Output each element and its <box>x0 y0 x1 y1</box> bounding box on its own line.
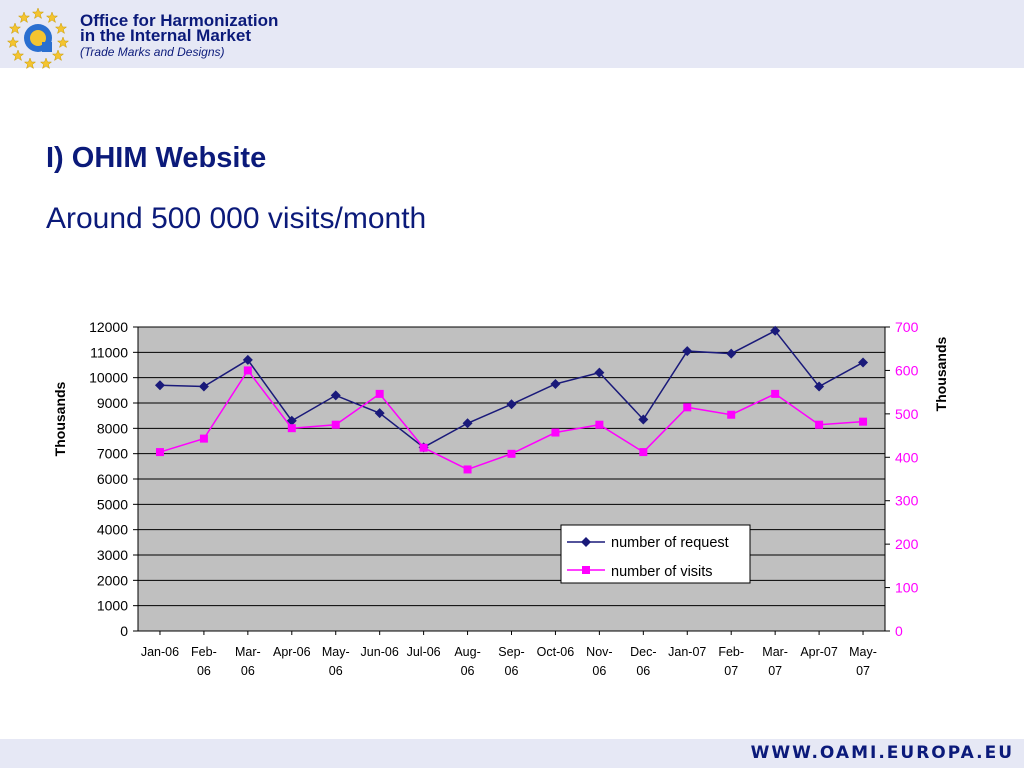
left-axis-title: Thousands <box>52 381 68 456</box>
legend-box <box>560 524 751 584</box>
request-point <box>594 367 605 378</box>
visit-point <box>331 420 340 429</box>
visit-point <box>859 417 868 426</box>
left-tick-label: 11000 <box>90 344 128 360</box>
request-point <box>242 354 253 365</box>
right-tick-label: 200 <box>895 536 919 552</box>
line-chart: 0100020003000400050006000700080009000100… <box>52 319 949 678</box>
x-tick-label: Mar-07 <box>762 645 788 678</box>
left-tick-label: 1000 <box>97 598 128 614</box>
footer-url: WWW.OAMI.EUROPA.EU <box>750 743 1014 763</box>
visit-point <box>243 366 252 375</box>
visit-point <box>199 434 208 443</box>
request-point <box>726 348 737 359</box>
right-tick-label: 300 <box>895 493 919 509</box>
visit-point <box>595 420 604 429</box>
visit-point <box>815 420 824 429</box>
x-tick-label: Apr-07 <box>800 645 838 659</box>
left-tick-label: 10000 <box>89 370 128 386</box>
org-name-line1: Office for Harmonization <box>80 11 279 30</box>
visit-point <box>771 389 780 398</box>
left-tick-label: 4000 <box>97 522 128 538</box>
request-point <box>198 381 209 392</box>
x-tick-label: Aug-06 <box>454 645 480 678</box>
left-tick-label: 5000 <box>97 496 128 512</box>
left-tick-label: 12000 <box>89 319 128 335</box>
slide-title: I) OHIM Website <box>46 142 267 174</box>
request-point <box>814 381 825 392</box>
footer-bar: WWW.OAMI.EUROPA.EU <box>0 739 1024 768</box>
x-tick-label: Dec-06 <box>630 645 656 678</box>
request-point <box>858 357 869 368</box>
left-tick-label: 8000 <box>97 420 128 436</box>
ohim-logo-icon <box>6 7 70 70</box>
visit-point <box>727 410 736 419</box>
x-tick-label: Jul-06 <box>407 645 441 659</box>
left-tick-label: 3000 <box>97 547 128 563</box>
org-name-line2: in the Internal Market <box>80 26 251 45</box>
x-tick-label: Mar-06 <box>235 645 261 678</box>
x-tick-label: Oct-06 <box>537 645 575 659</box>
request-point <box>462 418 473 429</box>
visit-point <box>507 449 516 458</box>
request-point <box>770 325 781 336</box>
left-tick-label: 6000 <box>97 471 128 487</box>
visit-point <box>375 389 384 398</box>
legend-swatch-marker <box>582 566 590 574</box>
x-tick-label: Nov-06 <box>586 645 612 678</box>
org-subtitle: (Trade Marks and Designs) <box>80 45 225 59</box>
x-tick-label: Sep-06 <box>498 645 524 678</box>
left-tick-label: 2000 <box>97 572 128 588</box>
right-axis-title: Thousands <box>933 336 949 411</box>
right-tick-label: 700 <box>895 319 919 335</box>
slide-subtitle: Around 500 000 visits/month <box>46 202 427 235</box>
legend-label: number of visits <box>611 564 713 580</box>
star-ring <box>6 7 70 70</box>
visit-point <box>683 403 692 412</box>
request-point <box>154 380 165 391</box>
left-tick-label: 0 <box>120 623 128 639</box>
request-point <box>286 415 297 426</box>
x-tick-label: Jan-06 <box>141 645 179 659</box>
visit-point <box>287 424 296 433</box>
right-tick-label: 500 <box>895 406 919 422</box>
request-point <box>330 390 341 401</box>
header-bar: Office for Harmonization in the Internal… <box>0 0 1024 70</box>
visit-point <box>639 448 648 457</box>
x-tick-label: May-07 <box>849 645 877 678</box>
request-point <box>682 346 693 357</box>
request-point <box>638 414 649 425</box>
left-tick-label: 9000 <box>97 395 128 411</box>
request-point <box>550 379 561 389</box>
right-tick-label: 0 <box>895 623 903 639</box>
right-tick-label: 600 <box>895 362 919 378</box>
visit-point <box>419 443 428 452</box>
chart-container: 0 1000 2000 3000 4000 5000 6000 7000 8000 9000 100… <box>43 311 972 682</box>
right-tick-label: 400 <box>895 449 919 465</box>
visit-point <box>463 465 472 474</box>
x-tick-label: Feb-06 <box>191 645 217 678</box>
visit-point <box>551 428 560 437</box>
x-tick-label: Jun-06 <box>361 645 399 659</box>
legend-swatch-marker <box>581 537 591 547</box>
request-point <box>374 408 385 419</box>
legend-label: number of request <box>611 535 729 551</box>
x-tick-label: Feb-07 <box>718 645 744 678</box>
right-tick-label: 100 <box>895 580 919 596</box>
x-tick-label: Jan-07 <box>668 645 706 659</box>
left-tick-label: 7000 <box>97 446 128 462</box>
x-tick-label: May-06 <box>322 645 350 678</box>
visit-point <box>155 448 164 457</box>
x-tick-label: Apr-06 <box>273 645 311 659</box>
request-point <box>506 399 517 410</box>
